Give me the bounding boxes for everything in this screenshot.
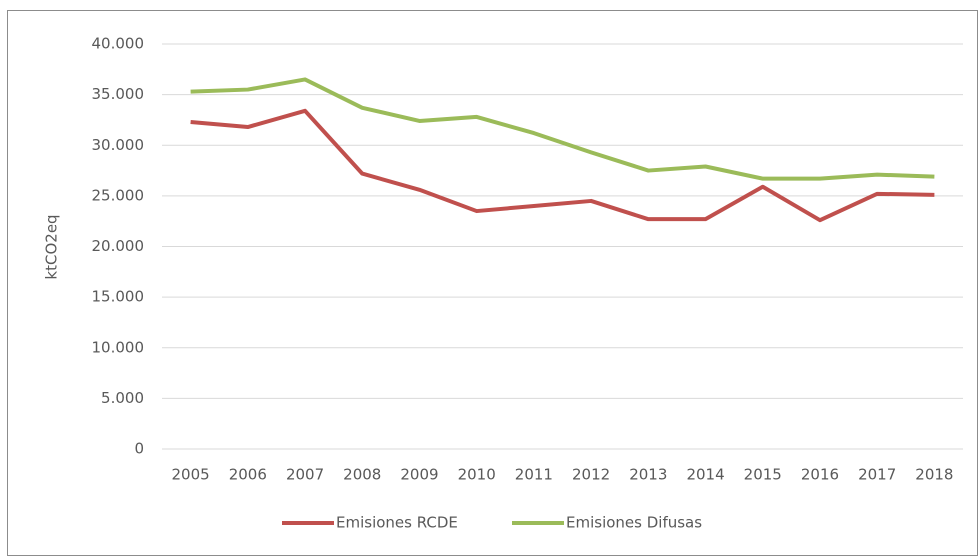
x-tick-label: 2012 — [572, 466, 610, 484]
line-series — [190, 108, 935, 223]
x-tick-label: 2013 — [629, 466, 667, 484]
x-tick-label: 2018 — [915, 466, 953, 484]
y-tick-label: 10.000 — [92, 338, 145, 356]
line-series — [190, 77, 935, 181]
x-tick-label: 2014 — [686, 466, 724, 484]
x-tick-label: 2005 — [172, 466, 210, 484]
x-tick-label: 2008 — [343, 466, 381, 484]
x-tick-label: 2007 — [286, 466, 324, 484]
y-tick-label: 0 — [134, 440, 144, 458]
x-tick-label: 2017 — [858, 466, 896, 484]
x-tick-label: 2016 — [801, 466, 839, 484]
y-tick-label: 25.000 — [92, 186, 145, 204]
y-tick-label: 15.000 — [92, 288, 145, 306]
y-tick-label: 40.000 — [92, 35, 145, 53]
legend-label: Emisiones RCDE — [336, 514, 458, 532]
x-tick-label: 2010 — [458, 466, 496, 484]
y-axis-label: ktCO2eq — [43, 214, 61, 279]
x-tick-label: 2015 — [744, 466, 782, 484]
x-tick-label: 2009 — [400, 466, 438, 484]
x-tick-label: 2011 — [515, 466, 553, 484]
y-tick-label: 5.000 — [101, 389, 144, 407]
legend-label: Emisiones Difusas — [566, 514, 702, 532]
x-tick-label: 2006 — [229, 466, 267, 484]
y-tick-label: 20.000 — [92, 237, 145, 255]
chart-border — [7, 10, 978, 556]
y-tick-label: 30.000 — [92, 136, 145, 154]
y-tick-label: 35.000 — [92, 85, 145, 103]
